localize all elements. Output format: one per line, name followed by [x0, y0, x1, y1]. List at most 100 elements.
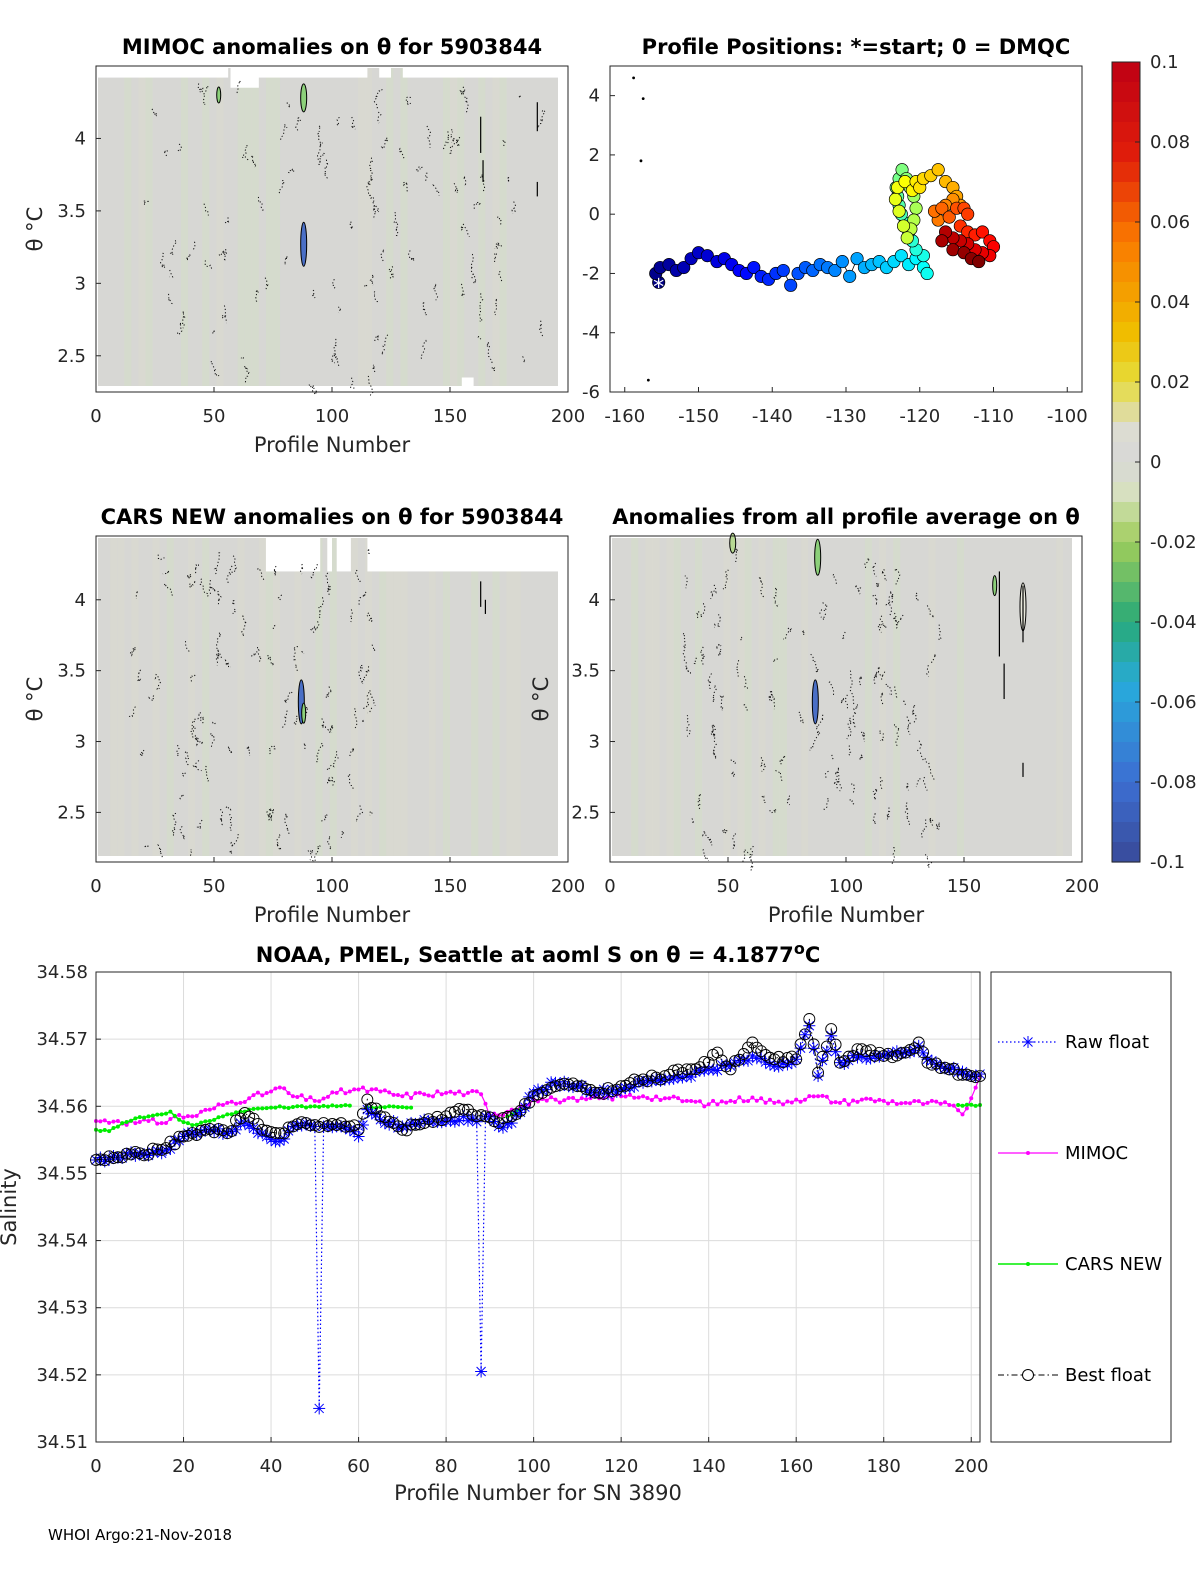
mimoc-marker: [457, 1089, 462, 1094]
best-float-marker: [151, 1143, 164, 1156]
profile-point: [931, 163, 945, 177]
cars-new-marker: [181, 1120, 186, 1125]
x-tick-label: -150: [678, 406, 719, 427]
colorbar-segment: [1112, 482, 1140, 503]
best-float-marker: [969, 1071, 982, 1084]
anomaly-column: [666, 538, 674, 856]
mimoc-marker: [824, 1094, 829, 1099]
mimoc-marker: [689, 1098, 694, 1103]
mimoc-marker: [864, 1096, 869, 1101]
mimoc-marker: [115, 1119, 120, 1124]
mimoc-marker: [641, 1094, 646, 1099]
best-float-marker: [343, 1120, 356, 1133]
anomaly-column: [258, 538, 266, 856]
anomaly-column: [400, 538, 408, 856]
x-tick-label: 0: [90, 1456, 101, 1477]
mimoc-marker: [579, 1096, 584, 1101]
mimoc-marker: [820, 1093, 825, 1098]
cars-new-marker: [203, 1119, 208, 1124]
mimoc-marker: [772, 1100, 777, 1105]
best-float-marker: [514, 1104, 527, 1117]
mimoc-marker: [308, 1095, 313, 1100]
best-float-marker: [623, 1077, 636, 1090]
best-float-marker: [829, 1038, 842, 1051]
colorbar-tick-label: 0: [1150, 452, 1161, 473]
marker-stroke: [594, 1088, 605, 1098]
profile-point: [975, 225, 989, 239]
best-float-marker: [685, 1063, 698, 1076]
best-float-marker: [672, 1063, 684, 1076]
anomaly-column: [180, 68, 189, 386]
best-float-marker: [847, 1050, 860, 1063]
mimoc-marker: [203, 1107, 208, 1112]
colorbar-segment: [1112, 202, 1140, 223]
colorbar: 0.1 0.08 0.06 0.04 0.02 0 -0.02 -0.04 -0.06 -0.08…: [1111, 52, 1197, 873]
mimoc-marker: [334, 1090, 339, 1095]
colorbar-segment: [1112, 262, 1140, 283]
marker-stroke: [502, 1119, 513, 1129]
colorbar-segment: [1112, 662, 1140, 683]
anomaly-column: [956, 538, 964, 856]
y-axis-label: θ °C: [23, 207, 47, 252]
marker-stroke: [296, 1120, 307, 1131]
mimoc-marker: [242, 1100, 247, 1105]
mimoc-marker: [317, 1099, 322, 1104]
mimoc-marker: [159, 1121, 164, 1126]
best-float-marker: [794, 1038, 807, 1051]
best-float-marker: [203, 1123, 216, 1135]
mimoc-marker: [763, 1100, 768, 1105]
y-tick-label: 2.5: [571, 802, 600, 823]
marker-stroke: [918, 1048, 928, 1058]
best-float-marker: [715, 1054, 728, 1067]
mimoc-marker: [671, 1094, 676, 1099]
raw-float-marker: [803, 1019, 816, 1032]
y-tick-label: 34.51: [36, 1432, 88, 1453]
cars-new-marker: [404, 1105, 409, 1110]
cars-new-marker: [330, 1103, 335, 1108]
mimoc-marker: [435, 1089, 440, 1094]
best-float-marker: [269, 1126, 282, 1139]
cars-new-marker: [273, 1105, 278, 1110]
best-float-marker: [168, 1138, 181, 1151]
anomaly-column: [400, 68, 408, 386]
cars-new-marker: [229, 1112, 234, 1117]
mimoc-marker: [964, 1106, 969, 1111]
best-float-marker: [111, 1151, 124, 1164]
mimoc-marker: [312, 1098, 317, 1103]
mimoc-marker: [816, 1094, 821, 1099]
panel-1: 0 50 100 150 200 2.5 3 3.5 4 MIMOC anomalies on θ…: [23, 35, 585, 457]
panel-title: Profile Positions: *=start; 0 = DMQC: [642, 35, 1071, 59]
mimoc-marker: [216, 1102, 221, 1107]
cars-new-marker: [111, 1125, 116, 1130]
mimoc-marker: [693, 1099, 698, 1104]
colorbar-tick-label: -0.08: [1150, 772, 1197, 793]
mimoc-marker: [251, 1093, 256, 1098]
cars-new-marker: [142, 1115, 147, 1120]
best-float-marker: [304, 1119, 317, 1132]
y-tick-label: -4: [582, 323, 600, 344]
mimoc-marker: [921, 1102, 926, 1107]
best-float-marker: [960, 1068, 973, 1081]
colorbar-segment: [1112, 822, 1140, 843]
colorbar-segment: [1112, 602, 1140, 623]
anomaly-column: [506, 538, 514, 856]
anomaly-column: [492, 68, 500, 386]
best-float-marker: [799, 1028, 811, 1041]
best-float-marker: [326, 1118, 339, 1130]
profile-point: [747, 260, 761, 275]
colorbar-tick-label: 0.02: [1150, 372, 1190, 393]
cars-new-marker: [212, 1117, 217, 1122]
colorbar-segment: [1112, 502, 1140, 523]
anomaly-column: [1056, 538, 1064, 856]
mimoc-marker: [802, 1097, 807, 1102]
best-float-marker: [663, 1068, 676, 1081]
mimoc-marker: [439, 1092, 444, 1097]
anomaly-column: [772, 538, 780, 856]
mimoc-marker: [584, 1097, 589, 1102]
y-axis-label: Salinity: [0, 1168, 21, 1246]
colorbar-segment: [1112, 182, 1140, 203]
anomaly-column: [737, 538, 745, 856]
marker-stroke: [476, 1366, 486, 1377]
mimoc-marker: [877, 1097, 882, 1102]
mimoc-marker: [956, 1108, 961, 1113]
